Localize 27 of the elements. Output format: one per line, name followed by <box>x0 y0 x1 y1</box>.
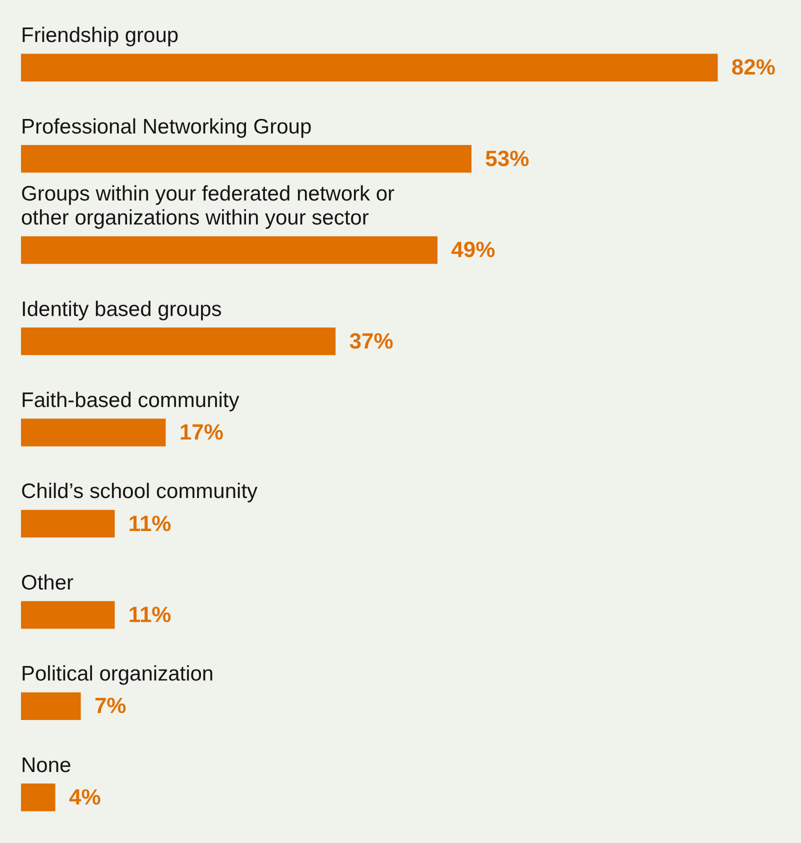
data-label: 11% <box>128 510 172 536</box>
y-tick-label: Other <box>21 571 74 594</box>
y-tick-label: Faith-based community <box>21 389 240 412</box>
bar <box>21 54 718 82</box>
data-label: 49% <box>451 237 496 262</box>
data-label: 17% <box>179 420 224 445</box>
bar <box>21 692 81 720</box>
data-label: 37% <box>349 328 394 354</box>
bar <box>21 145 472 173</box>
y-tick-label: Child’s school community <box>21 480 258 504</box>
data-label: 82% <box>731 54 776 80</box>
y-tick-label: Professional Networking Group <box>21 115 312 138</box>
data-label: 11% <box>128 602 172 628</box>
y-tick-label: Identity based groups <box>21 298 222 321</box>
y-tick-label: None <box>21 754 72 777</box>
bar <box>21 510 115 538</box>
bar <box>21 236 438 264</box>
bar <box>21 784 56 812</box>
data-label: 53% <box>485 146 530 171</box>
data-label: 7% <box>94 693 126 718</box>
data-label: 4% <box>68 784 101 810</box>
bar <box>21 601 115 629</box>
bar <box>21 327 336 356</box>
y-tick-label: Friendship group <box>21 24 179 48</box>
y-tick-label: Political organization <box>21 662 214 686</box>
y-tick-label: Groups within your federated network or other organizations within your sector <box>21 182 395 230</box>
bar <box>21 418 166 446</box>
